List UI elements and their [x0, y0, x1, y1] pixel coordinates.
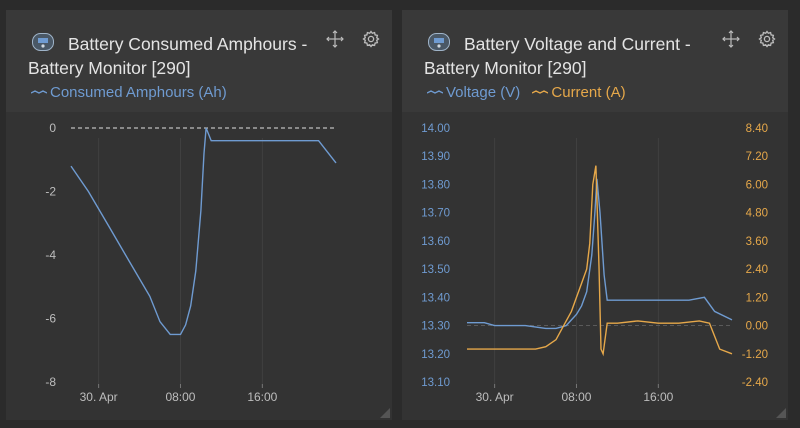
- x-tick-label: 08:00: [165, 390, 195, 404]
- resize-handle-icon[interactable]: [380, 408, 390, 418]
- y-right-tick-label: 3.60: [746, 236, 768, 248]
- y-left-tick-label: 13.10: [421, 377, 450, 389]
- panel-title: Battery Voltage and Current - Battery Mo…: [424, 34, 691, 78]
- chart-legend: Voltage (V) Current (A): [427, 83, 634, 101]
- y-right-tick-label: 8.40: [746, 123, 768, 135]
- y-left-tick-label: 13.80: [421, 179, 450, 191]
- panel-header: Battery Consumed Amphours - Battery Moni…: [6, 10, 392, 112]
- legend-label: Consumed Amphours (Ah): [50, 83, 227, 101]
- y-left-tick-label: 13.30: [421, 321, 450, 333]
- move-arrows-icon[interactable]: [722, 30, 740, 48]
- current-line: [467, 165, 733, 357]
- gear-icon[interactable]: [758, 30, 776, 48]
- voltage-line: [467, 178, 733, 330]
- y-tick-label: -6: [45, 312, 56, 326]
- y-right-tick-label: 0.00: [746, 321, 768, 333]
- voltage-current-panel: Battery Voltage and Current - Battery Mo…: [402, 10, 788, 420]
- x-tick-label: 30. Apr: [80, 390, 118, 404]
- legend-line-icon: [532, 90, 549, 94]
- legend-item-voltage[interactable]: Voltage (V): [427, 84, 520, 101]
- y-right-tick-label: 6.00: [746, 179, 768, 191]
- move-arrows-icon[interactable]: [326, 30, 344, 48]
- legend-item-current[interactable]: Current (A): [532, 83, 626, 101]
- y-left-tick-label: 13.70: [421, 208, 450, 220]
- y-right-tick-label: 1.20: [746, 292, 768, 304]
- y-left-tick-label: 14.00: [421, 123, 450, 135]
- y-right-tick-label: -1.20: [742, 349, 768, 361]
- consumed-amphours-line: [70, 127, 337, 336]
- legend-line-icon: [427, 90, 443, 94]
- gear-icon[interactable]: [362, 30, 380, 48]
- y-right-tick-label: 4.80: [746, 208, 768, 220]
- legend-label: Current (A): [551, 83, 626, 101]
- voltage-current-chart: 30. Apr 08:00 16:00 14.00 13.90 13.80 13.70 13.…: [421, 123, 768, 404]
- y-tick-label: 0: [49, 121, 56, 135]
- battery-monitor-icon: [32, 33, 54, 51]
- y-right-tick-label: -2.40: [742, 377, 768, 389]
- y-tick-label: -2: [45, 185, 56, 199]
- legend-item-consumed-amphours[interactable]: Consumed Amphours (Ah): [31, 84, 227, 101]
- chart-legend: Consumed Amphours (Ah): [31, 83, 235, 101]
- y-tick-label: -8: [45, 375, 56, 389]
- consumed-amphours-chart: 30. Apr 08:00 16:00 0 -2 -4 -6 -8: [45, 121, 337, 404]
- y-left-tick-label: 13.60: [421, 236, 450, 248]
- y-right-tick-label: 2.40: [746, 264, 768, 276]
- y-left-tick-label: 13.50: [421, 264, 450, 276]
- y-right-tick-label: 7.20: [746, 151, 768, 163]
- panel-header: Battery Voltage and Current - Battery Mo…: [402, 10, 788, 112]
- y-left-tick-label: 13.20: [421, 349, 450, 361]
- y-tick-label: -4: [45, 248, 56, 262]
- battery-monitor-icon: [428, 33, 450, 51]
- x-tick-label: 16:00: [643, 390, 673, 404]
- y-left-tick-label: 13.40: [421, 292, 450, 304]
- x-tick-label: 16:00: [247, 390, 277, 404]
- legend-label: Voltage (V): [446, 83, 521, 101]
- x-tick-label: 08:00: [561, 390, 591, 404]
- consumed-amphours-panel: Battery Consumed Amphours - Battery Moni…: [6, 10, 392, 420]
- y-left-tick-label: 13.90: [421, 151, 450, 163]
- panel-title: Battery Consumed Amphours - Battery Moni…: [28, 34, 308, 78]
- legend-line-icon: [31, 90, 47, 94]
- x-tick-label: 30. Apr: [476, 390, 514, 404]
- resize-handle-icon[interactable]: [776, 408, 786, 418]
